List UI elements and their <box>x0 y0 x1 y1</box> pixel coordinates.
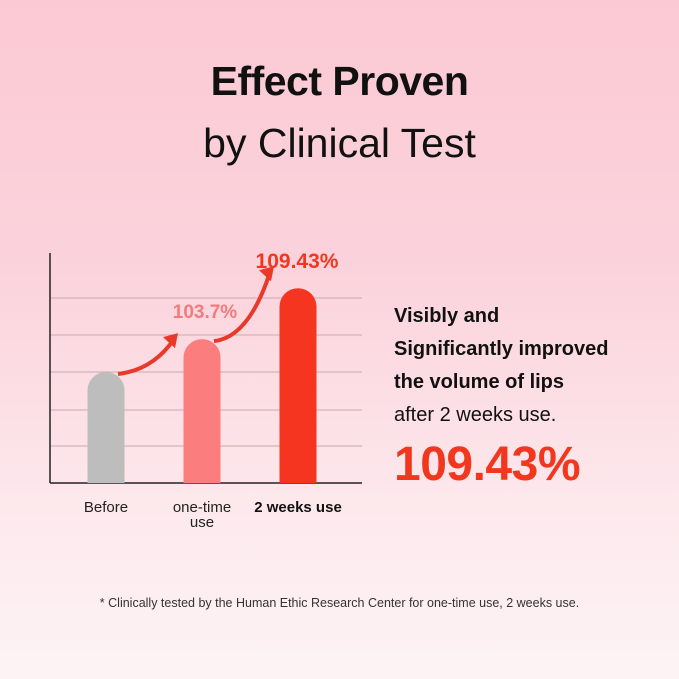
highlight-value: 109.43% <box>394 438 581 491</box>
arrow-before-to-one-time-head <box>163 333 178 349</box>
category-label-one-time: one-time use <box>173 499 231 531</box>
page-subtitle: by Clinical Test <box>203 120 476 166</box>
result-description: Visibly and Significantly improved the v… <box>394 300 608 432</box>
arrow-one-time-to-2-weeks-head <box>259 266 274 282</box>
page-title: Effect Proven <box>210 58 469 104</box>
desc-line-3: the volume of lips <box>394 371 565 393</box>
bar-chart: 103.7% 109.43% Before one-time use 2 week… <box>49 250 362 531</box>
bar-before <box>87 371 125 483</box>
desc-line-2: Significantly improved <box>394 338 609 360</box>
bar-one-time-use <box>183 339 221 483</box>
data-label-2-weeks: 109.43% <box>256 250 339 273</box>
footnote: * Clinically tested by the Human Ethic R… <box>99 596 580 610</box>
bar-2-weeks-use <box>279 288 317 483</box>
category-label-before: Before <box>84 499 128 516</box>
desc-line-1: Visibly and <box>394 305 500 327</box>
arrow-before-to-one-time <box>117 338 176 376</box>
category-label-2-weeks: 2 weeks use <box>254 499 342 516</box>
data-label-one-time: 103.7% <box>173 302 238 323</box>
desc-line-4: after 2 weeks use. <box>394 404 557 426</box>
arrow-one-time-to-2-weeks <box>213 271 272 344</box>
